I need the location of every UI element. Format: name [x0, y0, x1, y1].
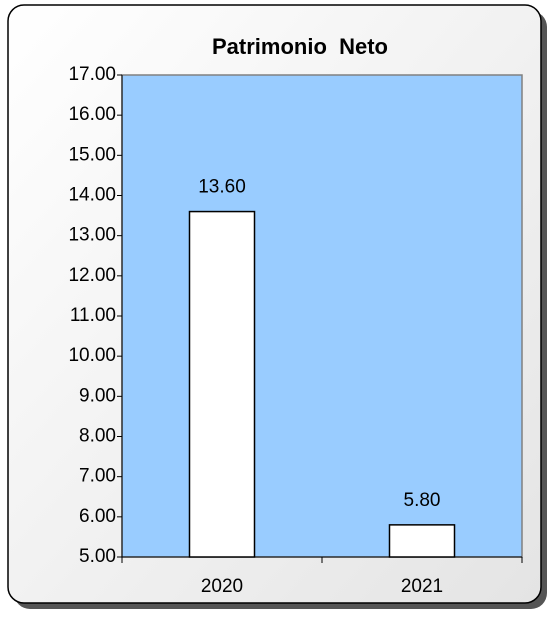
y-tick-label: 5.00 [79, 546, 116, 567]
value-label: 13.60 [198, 177, 246, 198]
x-tick-label: 2021 [401, 576, 443, 597]
y-tick-label: 16.00 [68, 104, 116, 125]
y-tick-label: 11.00 [70, 305, 116, 326]
y-tick-label: 15.00 [68, 144, 116, 165]
y-tick-label: 12.00 [68, 265, 116, 286]
y-tick-label: 14.00 [68, 185, 116, 206]
x-tick-label: 2020 [201, 576, 243, 597]
y-tick-label: 7.00 [79, 466, 116, 487]
y-tick-label: 8.00 [79, 426, 116, 447]
y-tick-label: 13.00 [68, 225, 116, 246]
value-label: 5.80 [404, 490, 441, 511]
y-tick-label: 6.00 [79, 506, 116, 527]
y-tick-label: 10.00 [68, 345, 116, 366]
bar [388, 524, 456, 558]
bar [188, 210, 256, 558]
chart-title: Patrimonio Neto [212, 34, 388, 59]
y-tick-label: 17.00 [68, 64, 116, 85]
plot-area [121, 74, 523, 558]
y-tick-label: 9.00 [79, 385, 116, 406]
